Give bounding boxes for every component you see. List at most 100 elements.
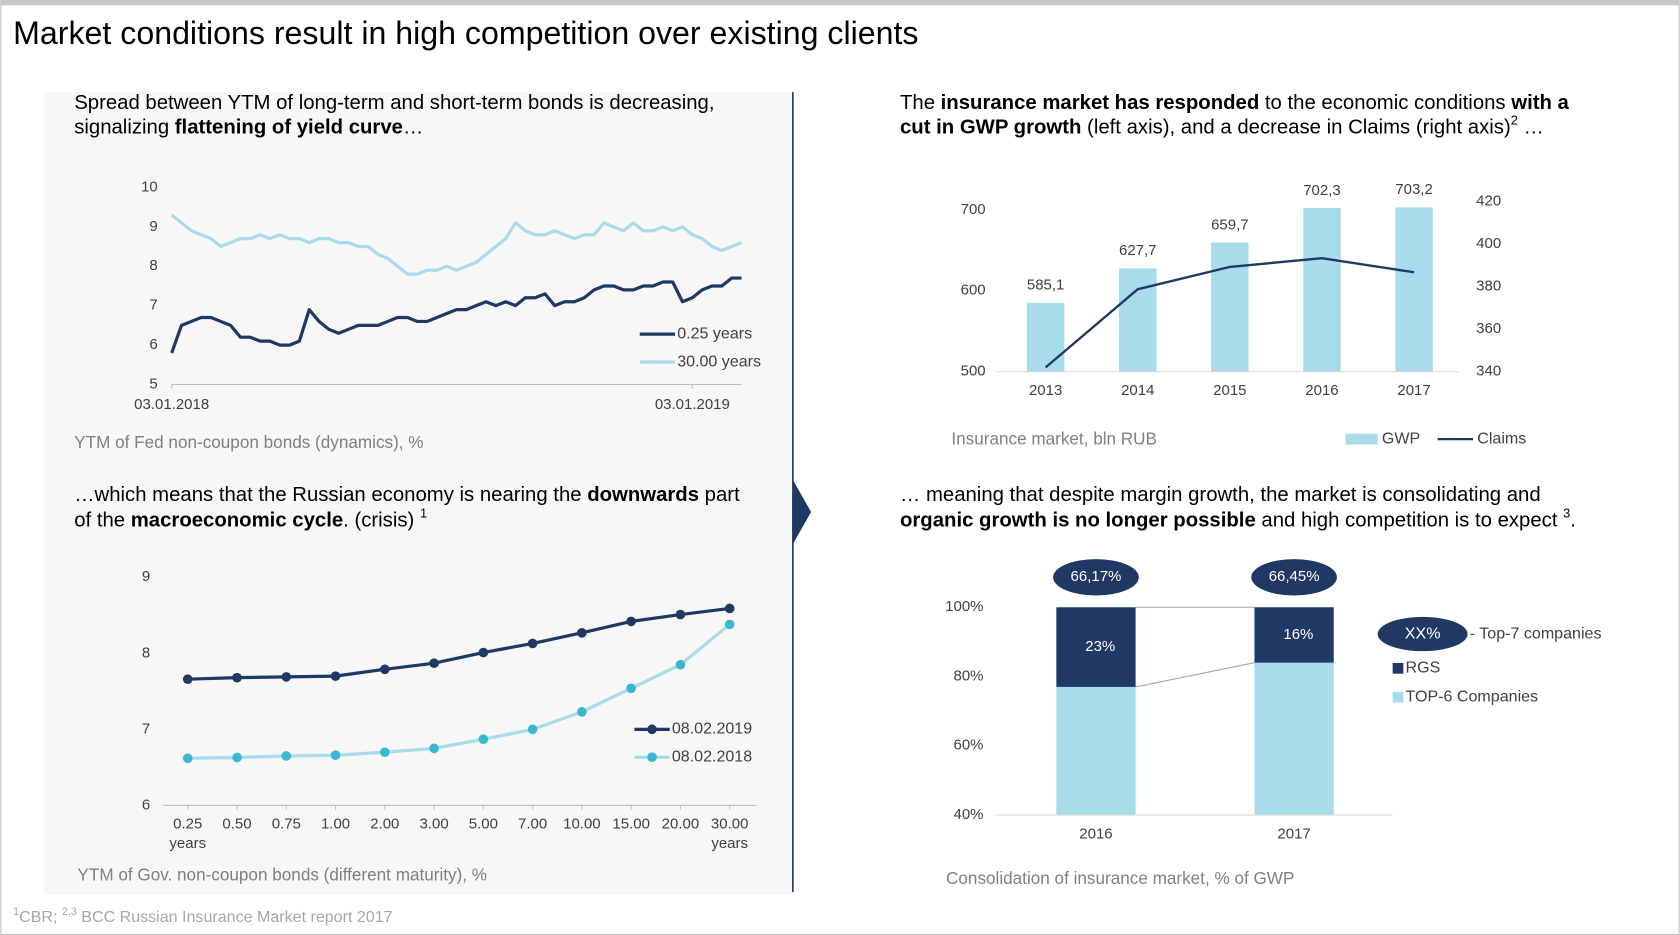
left-panel (44, 92, 793, 895)
heading-segment: organic growth is no longer possible (900, 510, 1256, 532)
divider-arrow (792, 479, 812, 545)
top7-label: 66,17% (1071, 568, 1122, 585)
series-line (170, 276, 742, 354)
heading-segment: insurance market has responded (941, 92, 1260, 114)
y-tick-label: 40% (954, 806, 984, 823)
heading-line: Spread between YTM of long-term and shor… (74, 92, 714, 114)
bar (1119, 268, 1157, 372)
x-tick-label: 2.00 (370, 816, 399, 833)
legend-label: Claims (1477, 429, 1526, 447)
heading-line: The insurance market has responded to th… (900, 92, 1570, 114)
heading-segment: … meaning that despite margin growth, th… (900, 484, 1541, 506)
legend-label: - Top-7 companies (1470, 624, 1602, 642)
legend-label: 08.02.2019 (672, 720, 752, 738)
x-tick-label: 03.01.2019 (655, 396, 730, 413)
heading-segment: … (1518, 117, 1544, 139)
footnote-segment: 2,3 (62, 906, 77, 918)
top7-badge (1251, 559, 1337, 596)
x-tick-label: 2015 (1213, 382, 1246, 399)
legend-swatch (1392, 691, 1404, 703)
series-line (1044, 256, 1415, 369)
heading-segment: 1 (420, 505, 427, 520)
legend-label: 0.25 years (677, 324, 752, 342)
y-tick-label: 80% (954, 667, 984, 684)
heading-segment: and high competition is to expect (1256, 510, 1563, 532)
series-marker (281, 672, 292, 682)
x-tick-label: 0.75 (272, 816, 301, 833)
heading-line: of the macroeconomic cycle. (crisis) 1 (74, 505, 427, 531)
x-tick-label: 3.00 (419, 816, 448, 833)
y-tick-label: 340 (1476, 363, 1501, 380)
bar-segment (1254, 607, 1334, 663)
heading-segment: . (1570, 510, 1576, 532)
legend-marker (647, 724, 657, 735)
y-tick-label: 6 (142, 796, 150, 813)
bar-segment (1254, 662, 1334, 816)
heading-segment: …which means that the Russian economy is… (74, 484, 587, 506)
heading-segment: part (699, 484, 740, 506)
y-tick-label: 420 (1476, 192, 1501, 209)
heading-segment: . (crisis) (343, 510, 420, 532)
heading-line: cut in GWP growth (left axis), and a dec… (900, 112, 1544, 138)
series-marker (232, 672, 242, 683)
legend-label: RGS (1405, 659, 1440, 677)
y-tick-label: 6 (149, 336, 157, 353)
x-tick-label: 30.00 years (711, 816, 748, 852)
footnote-segment: BCC Russian Insurance Market report 2017 (77, 908, 393, 926)
series-marker (527, 638, 538, 649)
heading-line: … meaning that despite margin growth, th… (900, 484, 1541, 506)
x-tick-label: 5.00 (469, 816, 498, 833)
x-tick-label: 7.00 (518, 816, 547, 833)
series-marker (724, 603, 735, 614)
heading-line: organic growth is no longer possible and… (900, 505, 1576, 531)
chart-caption: YTM of Gov. non-coupon bonds (different … (77, 865, 487, 885)
x-tick-word: 30.00 (711, 816, 748, 833)
x-tick-label: 15.00 (612, 816, 650, 833)
heading-line: …which means that the Russian economy is… (74, 484, 740, 506)
series-marker (232, 752, 242, 763)
series-marker (478, 647, 489, 658)
heading-segment: to the economic conditions (1259, 92, 1511, 114)
heading-segment: (left axis), and a decrease in Claims (r… (1081, 117, 1510, 139)
series-marker (478, 734, 489, 745)
x-tick-word: 0.25 (173, 816, 202, 833)
value-label: 16% (1283, 626, 1313, 643)
series-marker (379, 747, 390, 757)
footnote-segment: CBR; (19, 908, 62, 926)
x-tick-label: 0.25 years (169, 816, 206, 852)
x-tick-label: 10.00 (563, 816, 601, 833)
heading-segment: … (403, 117, 423, 139)
bar (1026, 302, 1065, 372)
y-tick-label: 7 (142, 720, 150, 737)
heading-segment: macroeconomic cycle (131, 510, 343, 532)
y-tick-label: 600 (961, 282, 986, 299)
x-tick-word: years (169, 835, 206, 852)
legend-badge-text: XX% (1405, 624, 1441, 642)
value-label: 703,2 (1395, 181, 1432, 198)
series-marker (330, 671, 341, 681)
y-tick-label: 60% (954, 737, 984, 754)
value-label: 659,7 (1211, 216, 1248, 233)
series-marker (626, 616, 636, 627)
series-marker (379, 664, 390, 675)
bar-segment (1056, 686, 1136, 816)
value-label: 585,1 (1027, 277, 1065, 294)
value-label: 702,3 (1303, 182, 1340, 199)
series-line (187, 623, 731, 760)
value-label: 627,7 (1119, 242, 1156, 259)
top7-label: 66,45% (1269, 568, 1320, 585)
y-tick-label: 8 (149, 257, 157, 274)
y-tick-label: 8 (142, 644, 150, 661)
bar-segment (1056, 607, 1136, 687)
series-marker (429, 743, 439, 754)
series-marker (626, 683, 636, 694)
heading-line: signalizing flattening of yield curve… (74, 117, 423, 139)
series-marker (527, 724, 538, 735)
legend-marker (647, 752, 657, 763)
series-line (187, 606, 730, 681)
series-marker (429, 658, 439, 669)
heading-segment: The (900, 92, 941, 114)
series-marker (577, 627, 587, 638)
heading-segment: flattening of yield curve (175, 117, 403, 139)
